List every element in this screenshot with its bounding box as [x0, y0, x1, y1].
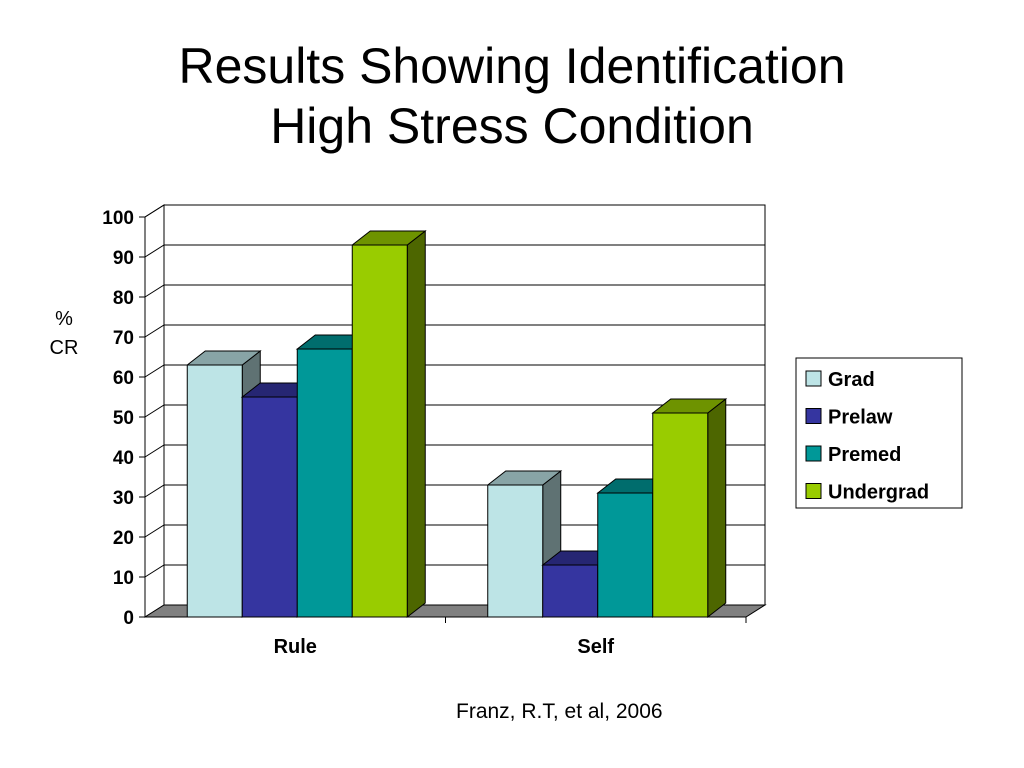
bar-premed-self — [597, 492, 654, 618]
slide-title: Results Showing Identification High Stre… — [0, 36, 1024, 156]
x-category-label: Self — [577, 636, 614, 658]
y-tick-label: 50 — [113, 408, 134, 429]
legend-label-premed: Premed — [828, 444, 901, 466]
bar-undergrad-rule — [351, 244, 408, 618]
legend-label-grad: Grad — [828, 369, 875, 391]
gridline — [144, 524, 765, 538]
gridline — [144, 244, 765, 258]
legend-box — [795, 357, 963, 509]
y-tick-label: 0 — [123, 608, 134, 629]
y-tick-label: 30 — [113, 488, 134, 509]
gridline — [144, 204, 765, 218]
legend-swatch-grad — [805, 370, 822, 387]
legend-label-undergrad: Undergrad — [828, 482, 929, 504]
bar-grad-rule — [186, 364, 243, 618]
bar-prelaw-self — [542, 564, 599, 618]
legend-swatch-undergrad — [805, 483, 822, 499]
bar-undergrad-self — [652, 412, 709, 618]
gridline — [144, 444, 765, 458]
gridline — [144, 364, 765, 378]
bar-prelaw-rule — [241, 396, 298, 618]
bar-side-undergrad-self — [707, 397, 727, 619]
gridline — [144, 324, 765, 338]
y-tick-label: 70 — [113, 328, 134, 349]
title-line-1: Results Showing Identification — [178, 38, 846, 94]
gridline — [144, 404, 765, 418]
legend-label-prelaw: Prelaw — [828, 407, 893, 429]
gridline — [144, 284, 765, 298]
y-axis-label: % — [55, 308, 73, 330]
y-tick-label: 40 — [113, 448, 134, 469]
bar-premed-rule — [296, 348, 353, 618]
y-tick-label: 20 — [113, 528, 134, 549]
x-category-label: Rule — [274, 636, 317, 658]
y-tick-label: 100 — [102, 208, 134, 229]
y-tick-label: 80 — [113, 288, 134, 309]
y-axis-label: CR — [50, 337, 79, 359]
bar-side-undergrad-rule — [406, 229, 426, 619]
legend-swatch-prelaw — [805, 408, 822, 424]
bar-grad-self — [487, 484, 544, 618]
y-tick-label: 60 — [113, 368, 134, 389]
title-line-2: High Stress Condition — [270, 98, 754, 154]
legend-swatch-premed — [805, 445, 822, 462]
y-tick-label: 10 — [113, 568, 134, 589]
gridline — [144, 484, 765, 498]
source-citation: Franz, R.T, et al, 2006 — [456, 700, 663, 723]
y-tick-label: 90 — [113, 248, 134, 269]
